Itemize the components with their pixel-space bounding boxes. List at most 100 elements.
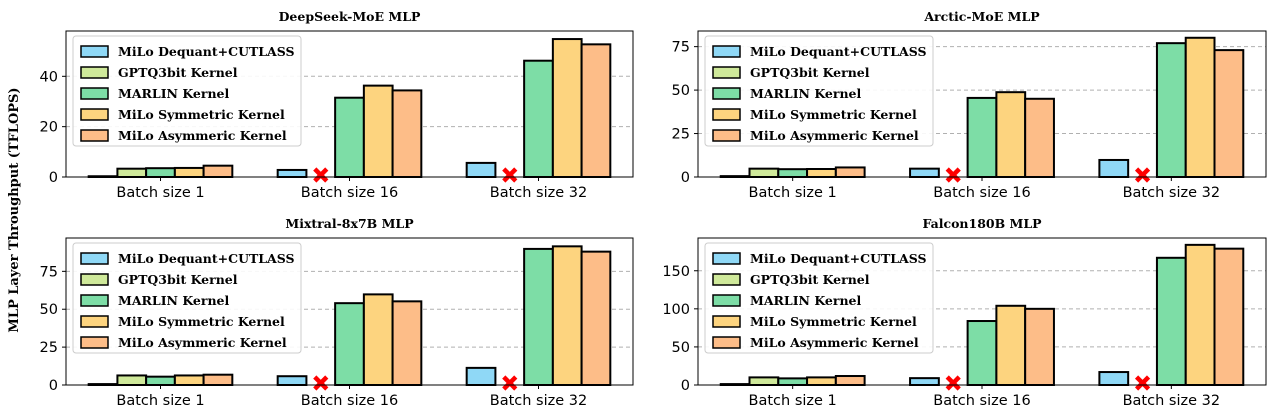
y-tick-label: 50	[672, 340, 690, 356]
legend: MiLo Dequant+CUTLASS GPTQ3bit Kernel MARLI…	[72, 35, 302, 147]
bar-marlin-kernel-batch-size-1	[777, 377, 809, 386]
chart-title: Falcon180B MLP	[922, 216, 1042, 231]
chart-title: DeepSeek-MoE MLP	[279, 9, 421, 24]
unsupported-x-icon	[945, 167, 961, 183]
bar-marlin-kernel-batch-size-16	[966, 320, 998, 386]
plot-frame	[697, 30, 1267, 178]
bar-milo-symmetric-kernel-batch-size-16	[362, 84, 394, 178]
bar-milo-asymmeric-kernel-batch-size-16	[391, 89, 423, 178]
bar-milo-asymmeric-kernel-batch-size-32	[1213, 49, 1245, 178]
legend-swatch	[712, 66, 741, 79]
bar-milo-asymmeric-kernel-batch-size-16	[1024, 307, 1055, 386]
y-tick-label: 0	[49, 170, 58, 186]
legend-label: MARLIN Kernel	[118, 86, 230, 101]
chart-panel-arctic-moe-mlp: Arctic-MoE MLP Batch size 1 Batch size 16 B…	[672, 9, 1267, 201]
legend-label: GPTQ3bit Kernel	[118, 65, 238, 80]
chart-panel-falcon180b-mlp: Falcon180B MLP Batch size 1 Batch size 16 B…	[662, 216, 1267, 409]
x-tick-label: Batch size 32	[490, 393, 587, 409]
bar-gptq3bit-kernel-batch-size-1	[116, 374, 148, 386]
y-tick-label: 0	[681, 378, 690, 394]
legend-swatch	[80, 315, 109, 328]
plot-frame	[65, 237, 634, 386]
x-tick-label: Batch size 1	[116, 185, 204, 201]
bar-milo-symmetric-kernel-batch-size-16	[995, 304, 1027, 386]
chart-panel-mixtral-8x7b-mlp: Mixtral-8x7B MLP Batch size 1 Batch size 1…	[40, 216, 634, 409]
unsupported-x-icon	[1134, 375, 1151, 391]
bar-milo-asymmeric-kernel-batch-size-16	[391, 300, 423, 387]
y-tick-label: 50	[40, 302, 58, 318]
bar-milo-symmetric-kernel-batch-size-32	[551, 38, 583, 178]
bar-gptq3bit-kernel-batch-size-1	[748, 167, 780, 179]
legend-label: MiLo Asymmeric Kernel	[118, 128, 287, 143]
bar-milo-dequant-cutlass-batch-size-32	[1098, 158, 1130, 178]
x-tick-label: Batch size 16	[933, 185, 1030, 201]
bar-milo-symmetric-kernel-batch-size-32	[1184, 36, 1216, 179]
y-tick-label: 0	[49, 378, 58, 394]
plot-frame	[697, 237, 1267, 386]
bar-milo-asymmeric-kernel-batch-size-1	[834, 166, 866, 178]
legend-label: MiLo Dequant+CUTLASS	[118, 251, 295, 266]
y-tick-label: 75	[672, 40, 690, 56]
bar-milo-symmetric-kernel-batch-size-16	[995, 91, 1027, 178]
legend-label: MiLo Asymmeric Kernel	[750, 335, 919, 350]
bar-milo-dequant-cutlass-batch-size-16	[276, 375, 308, 386]
legend-swatch	[712, 108, 741, 121]
legend-label: GPTQ3bit Kernel	[750, 272, 870, 287]
y-tick-label: 20	[40, 120, 58, 136]
bar-milo-asymmeric-kernel-batch-size-1	[202, 164, 234, 178]
legend-label: MARLIN Kernel	[750, 86, 862, 101]
y-tick-label: 150	[662, 264, 690, 280]
x-tick-label: Batch size 1	[116, 393, 204, 409]
chart-title: Arctic-MoE MLP	[923, 9, 1040, 24]
bar-marlin-kernel-batch-size-16	[966, 96, 998, 178]
x-tick-label: Batch size 32	[1123, 185, 1220, 201]
legend-box	[72, 242, 302, 354]
legend-swatch	[80, 87, 109, 100]
bar-milo-dequant-cutlass-batch-size-16	[276, 168, 308, 178]
bar-milo-dequant-cutlass-batch-size-16	[909, 167, 940, 179]
bar-gptq3bit-kernel-batch-size-1	[748, 376, 780, 387]
x-tick-label: Batch size 32	[490, 185, 587, 201]
legend-label: MARLIN Kernel	[118, 293, 230, 308]
chart-title: Mixtral-8x7B MLP	[285, 216, 414, 231]
legend-swatch	[712, 273, 741, 286]
x-tick-label: Batch size 1	[749, 185, 837, 201]
legend-swatch	[712, 336, 741, 349]
y-tick-label: 40	[40, 69, 58, 85]
unsupported-x-icon	[502, 375, 518, 391]
y-tick-label: 0	[681, 170, 690, 186]
bar-marlin-kernel-batch-size-32	[523, 59, 554, 179]
legend-swatch	[712, 45, 741, 58]
bar-milo-asymmeric-kernel-batch-size-1	[834, 375, 866, 386]
bar-milo-asymmeric-kernel-batch-size-32	[580, 250, 612, 386]
bar-milo-dequant-cutlass-batch-size-32	[465, 161, 497, 178]
bar-milo-symmetric-kernel-batch-size-1	[806, 168, 837, 178]
y-tick-label: 75	[40, 264, 58, 280]
x-tick-label: Batch size 16	[301, 393, 398, 409]
bar-milo-symmetric-kernel-batch-size-16	[362, 293, 394, 386]
chart-panel-deepseek-moe-mlp: DeepSeek-MoE MLP Batch size 1 Batch size 1…	[40, 9, 634, 201]
legend-label: MiLo Asymmeric Kernel	[118, 335, 287, 350]
bar-marlin-kernel-batch-size-16	[334, 302, 365, 386]
bar-marlin-kernel-batch-size-16	[334, 96, 365, 178]
y-tick-label: 25	[672, 127, 690, 143]
legend-label: MiLo Symmetric Kernel	[750, 107, 917, 122]
bar-milo-dequant-cutlass-batch-size-16	[909, 377, 940, 387]
legend-swatch	[80, 129, 109, 142]
legend-label: MiLo Dequant+CUTLASS	[118, 44, 295, 59]
bar-milo-asymmeric-kernel-batch-size-32	[580, 43, 612, 178]
legend-label: GPTQ3bit Kernel	[118, 272, 238, 287]
bar-marlin-kernel-batch-size-32	[1155, 256, 1187, 386]
bar-marlin-kernel-batch-size-1	[777, 168, 809, 179]
legend-label: MiLo Dequant+CUTLASS	[750, 44, 927, 59]
unsupported-x-icon	[502, 167, 518, 183]
legend: MiLo Dequant+CUTLASS GPTQ3bit Kernel MARLI…	[704, 242, 934, 354]
legend-label: MiLo Dequant+CUTLASS	[750, 251, 927, 266]
legend-label: MiLo Asymmeric Kernel	[750, 128, 919, 143]
legend: MiLo Dequant+CUTLASS GPTQ3bit Kernel MARLI…	[72, 242, 302, 354]
legend-swatch	[712, 294, 741, 307]
bar-milo-dequant-cutlass-batch-size-32	[1098, 371, 1130, 387]
bar-marlin-kernel-batch-size-32	[1155, 42, 1187, 178]
x-tick-label: Batch size 16	[933, 393, 1030, 409]
